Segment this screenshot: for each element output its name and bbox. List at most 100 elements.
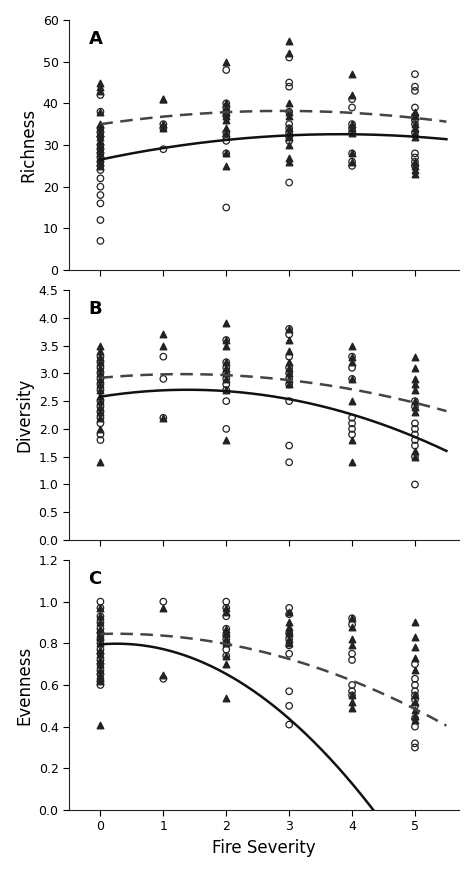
Point: [348, 701, 356, 715]
Point: [97, 188, 104, 202]
Point: [97, 138, 104, 152]
Point: [411, 689, 419, 703]
Point: [411, 350, 419, 364]
Point: [222, 691, 230, 705]
Point: [348, 154, 356, 168]
Point: [97, 126, 104, 140]
Point: [97, 130, 104, 144]
Point: [97, 151, 104, 165]
Point: [97, 668, 104, 682]
Point: [411, 154, 419, 168]
Point: [348, 695, 356, 709]
Point: [160, 350, 167, 364]
Point: [411, 671, 419, 685]
Point: [222, 601, 230, 615]
Point: [411, 121, 419, 135]
Point: [348, 689, 356, 703]
Point: [222, 394, 230, 408]
Point: [348, 350, 356, 364]
Point: [222, 333, 230, 347]
Point: [97, 626, 104, 640]
Point: [348, 338, 356, 352]
Point: [97, 172, 104, 186]
Point: [411, 79, 419, 93]
Point: [222, 622, 230, 636]
Point: [97, 146, 104, 160]
Point: [160, 92, 167, 106]
Point: [222, 97, 230, 111]
Point: [160, 411, 167, 425]
Point: [160, 671, 167, 685]
Text: B: B: [89, 300, 102, 318]
Point: [97, 718, 104, 732]
Point: [97, 234, 104, 248]
Point: [411, 651, 419, 664]
Point: [285, 378, 293, 392]
Point: [348, 638, 356, 652]
Point: [222, 355, 230, 369]
Point: [411, 692, 419, 706]
Point: [222, 632, 230, 646]
Point: [285, 366, 293, 380]
Point: [411, 126, 419, 140]
Point: [348, 685, 356, 698]
Point: [97, 154, 104, 168]
Point: [222, 601, 230, 615]
Point: [97, 196, 104, 210]
Point: [285, 151, 293, 165]
Point: [97, 657, 104, 671]
Point: [348, 361, 356, 375]
Point: [97, 653, 104, 667]
Point: [222, 100, 230, 114]
Point: [97, 678, 104, 692]
Point: [411, 439, 419, 453]
Point: [285, 626, 293, 640]
Point: [411, 416, 419, 430]
Point: [411, 154, 419, 168]
Point: [97, 366, 104, 380]
Point: [97, 117, 104, 131]
Point: [285, 632, 293, 646]
Point: [285, 175, 293, 189]
Point: [222, 134, 230, 148]
Point: [285, 34, 293, 48]
Point: [97, 338, 104, 352]
Point: [97, 84, 104, 98]
Point: [97, 134, 104, 148]
Point: [285, 372, 293, 386]
Point: [97, 427, 104, 441]
Point: [348, 689, 356, 703]
Point: [285, 620, 293, 634]
Point: [348, 159, 356, 173]
Point: [97, 610, 104, 623]
Point: [285, 328, 293, 342]
Point: [285, 361, 293, 375]
Point: [285, 154, 293, 168]
Point: [97, 668, 104, 682]
Point: [97, 422, 104, 436]
Point: [97, 664, 104, 678]
Point: [97, 355, 104, 369]
Point: [348, 126, 356, 140]
Point: [285, 46, 293, 60]
Point: [285, 601, 293, 615]
Point: [160, 328, 167, 342]
Point: [411, 163, 419, 177]
Point: [348, 394, 356, 408]
Point: [411, 378, 419, 392]
Point: [285, 79, 293, 93]
Point: [285, 623, 293, 637]
Point: [285, 105, 293, 119]
Point: [97, 159, 104, 173]
Point: [97, 616, 104, 630]
Point: [285, 626, 293, 640]
Point: [97, 130, 104, 144]
Point: [411, 678, 419, 692]
Point: [411, 616, 419, 630]
Point: [348, 372, 356, 386]
Point: [222, 637, 230, 651]
Point: [411, 130, 419, 144]
Point: [97, 671, 104, 685]
Point: [222, 55, 230, 69]
Point: [97, 637, 104, 651]
